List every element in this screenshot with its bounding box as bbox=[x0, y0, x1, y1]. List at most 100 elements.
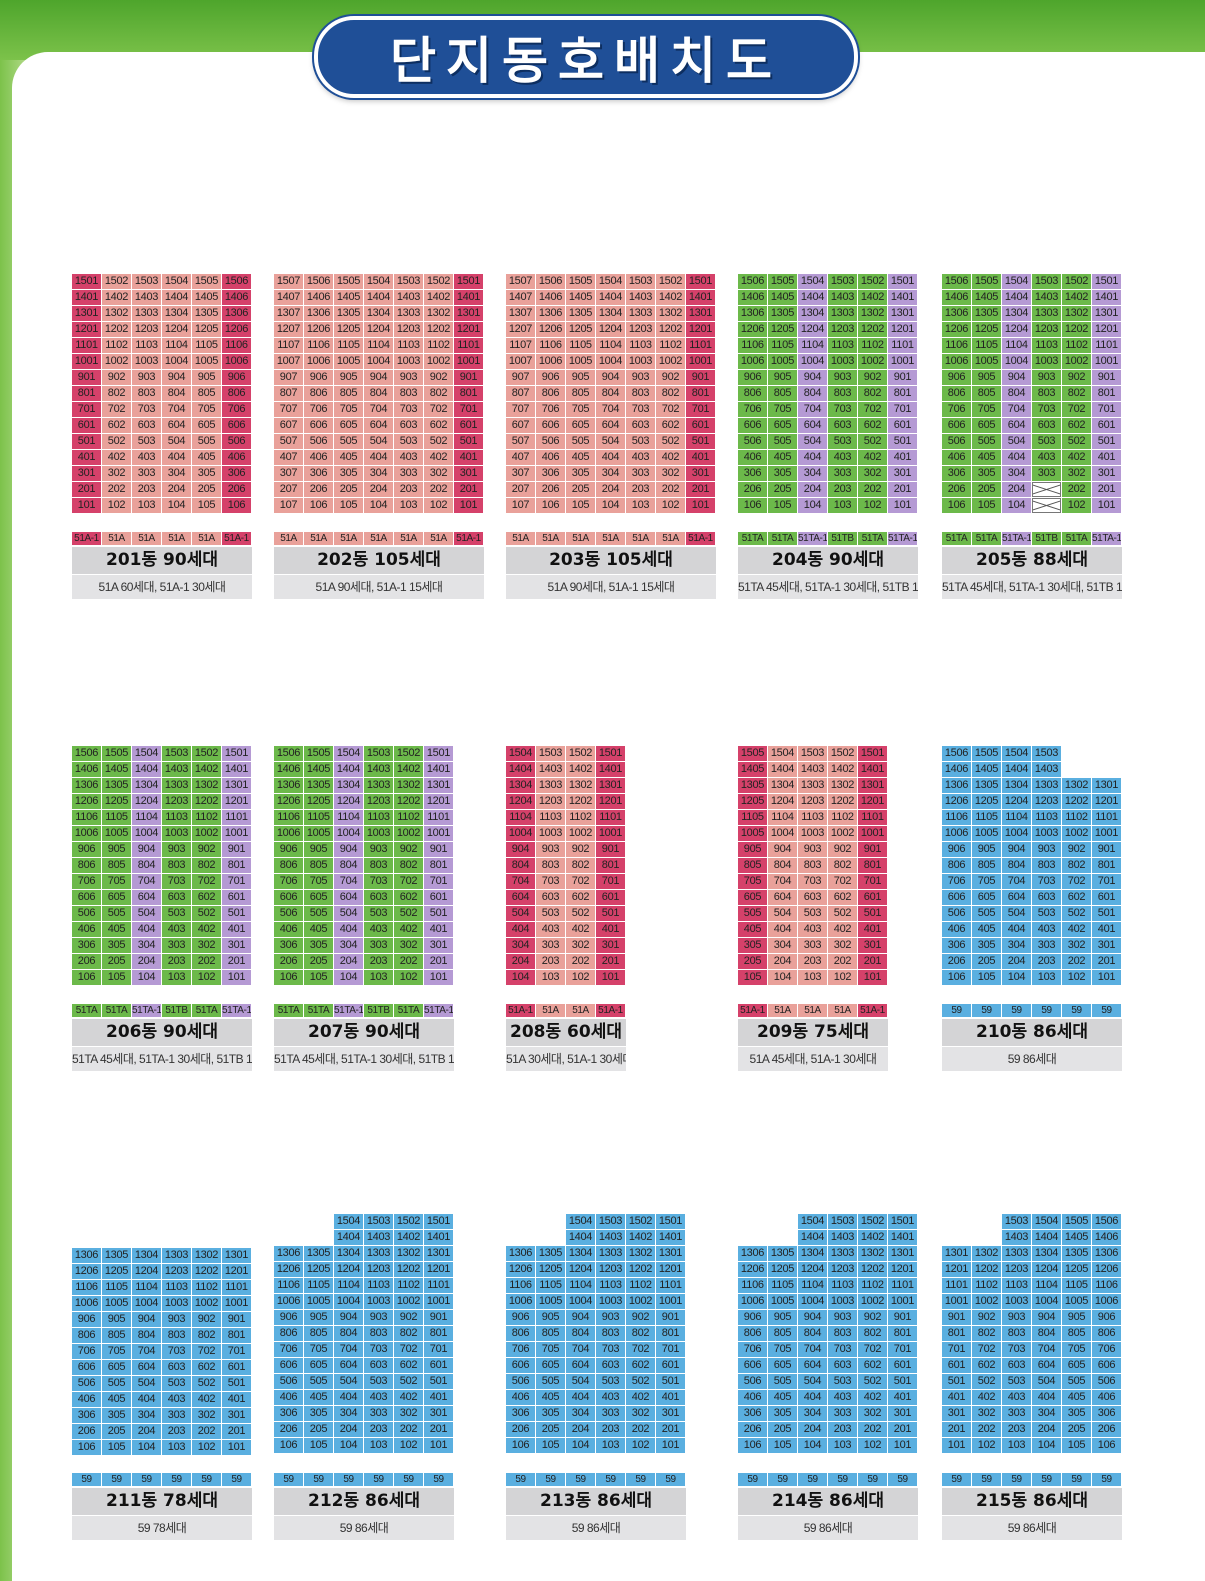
unit-cell: 105 bbox=[1062, 1438, 1091, 1453]
unit-cell: 306 bbox=[304, 466, 333, 481]
unit-cell: 701 bbox=[424, 1342, 453, 1357]
unit-cell: 802 bbox=[626, 1326, 655, 1341]
unit-type-cell: 51A bbox=[566, 1004, 595, 1017]
unit-cell: 806 bbox=[942, 386, 971, 401]
unit-cell: 806 bbox=[738, 386, 767, 401]
unit-cell: 1502 bbox=[858, 1214, 887, 1229]
building-label: 212동 86세대 bbox=[274, 1488, 454, 1515]
unit-cell: 1101 bbox=[1092, 338, 1121, 353]
unit-cell: 1303 bbox=[596, 1246, 625, 1261]
unit-cell: 1106 bbox=[942, 810, 971, 825]
unit-cell: 1205 bbox=[192, 322, 221, 337]
unit-cell: 1504 bbox=[566, 1214, 595, 1229]
unit-cell: 1101 bbox=[424, 810, 453, 825]
unit-type-cell: 51A bbox=[192, 532, 221, 545]
unit-cell: 604 bbox=[162, 418, 191, 433]
unit-cell: 206 bbox=[72, 1424, 101, 1439]
unit-cell: 1104 bbox=[768, 810, 797, 825]
unit-cell: 1301 bbox=[686, 306, 715, 321]
unit-cell: 201 bbox=[888, 482, 917, 497]
unit-type-cell: 59 bbox=[506, 1473, 535, 1486]
unit-cell: 506 bbox=[536, 434, 565, 449]
unit-cell: 305 bbox=[334, 466, 363, 481]
unit-cell: 905 bbox=[334, 370, 363, 385]
unit-cell: 304 bbox=[1002, 938, 1031, 953]
unit-cell: 1104 bbox=[334, 810, 363, 825]
unit-cell: 401 bbox=[656, 1390, 685, 1405]
unit-cell: 1101 bbox=[596, 810, 625, 825]
unit-cell: 305 bbox=[304, 1406, 333, 1421]
unit-cell: 1401 bbox=[454, 290, 483, 305]
unit-cell: 1303 bbox=[798, 778, 827, 793]
unit-cell: 1404 bbox=[1032, 1230, 1061, 1245]
unit-cell: 1003 bbox=[364, 1294, 393, 1309]
unit-cell: 1403 bbox=[364, 1230, 393, 1245]
unit-cell: 206 bbox=[738, 1422, 767, 1437]
unit-cell: 902 bbox=[394, 842, 423, 857]
unit-cell: 606 bbox=[738, 418, 767, 433]
unit-cell: 1402 bbox=[566, 762, 595, 777]
unit-cell: 502 bbox=[424, 434, 453, 449]
unit-cell: 406 bbox=[1092, 1390, 1121, 1405]
unit-cell: 1305 bbox=[334, 306, 363, 321]
unit-cell: 404 bbox=[132, 1392, 161, 1407]
unit-type-row: 51A-1 51A 51A 51A 51A 51A-1 bbox=[72, 532, 251, 545]
unit-cell: 604 bbox=[1032, 1358, 1061, 1373]
unit-type-cell: 59 bbox=[162, 1473, 191, 1486]
unit-cell: 801 bbox=[1092, 386, 1121, 401]
unit-cell: 201 bbox=[72, 482, 101, 497]
unit-cell: 1205 bbox=[738, 794, 767, 809]
unit-cell: 802 bbox=[566, 858, 595, 873]
unit-cell: 602 bbox=[566, 890, 595, 905]
unit-cell: 405 bbox=[102, 922, 131, 937]
unit-cell: 1002 bbox=[424, 354, 453, 369]
unit-cell: 402 bbox=[828, 922, 857, 937]
unit-type-cell: 59 bbox=[942, 1473, 971, 1486]
unit-type-cell: 59 bbox=[1032, 1473, 1061, 1486]
unit-cell: 1305 bbox=[102, 778, 131, 793]
unit-cell: 1206 bbox=[942, 322, 971, 337]
unit-cell: 1205 bbox=[972, 794, 1001, 809]
unit-cell: 601 bbox=[1092, 890, 1121, 905]
unit-cell: 601 bbox=[942, 1358, 971, 1373]
unit-cell: 1204 bbox=[334, 794, 363, 809]
unit-cell: 403 bbox=[132, 450, 161, 465]
unit-cell: 104 bbox=[1032, 1438, 1061, 1453]
unit-cell: 1106 bbox=[1092, 1278, 1121, 1293]
unit-cell: 501 bbox=[596, 906, 625, 921]
unit-cell: 1401 bbox=[1092, 290, 1121, 305]
unit-cell: 706 bbox=[536, 402, 565, 417]
unit-cell: 607 bbox=[506, 418, 535, 433]
unit-cell: 504 bbox=[334, 906, 363, 921]
unit-cell: 906 bbox=[72, 1312, 101, 1327]
unit-cell: 1405 bbox=[304, 762, 333, 777]
unit-cell: 1004 bbox=[566, 1294, 595, 1309]
unit-cell: 505 bbox=[972, 906, 1001, 921]
unit-cell: 902 bbox=[192, 842, 221, 857]
empty-slot bbox=[738, 1214, 767, 1229]
unit-type-cell: 59 bbox=[972, 1473, 1001, 1486]
empty-slot bbox=[506, 1230, 535, 1245]
unit-cell: 1301 bbox=[1092, 778, 1121, 793]
unit-type-cell: 51TA-1 bbox=[222, 1004, 251, 1017]
unit-cell: 604 bbox=[1002, 418, 1031, 433]
unit-cell: 1404 bbox=[132, 762, 161, 777]
unit-cell: 406 bbox=[274, 922, 303, 937]
unit-cell: 307 bbox=[506, 466, 535, 481]
unit-cell: 1006 bbox=[274, 826, 303, 841]
unit-cell: 406 bbox=[738, 450, 767, 465]
unit-cell: 501 bbox=[888, 1374, 917, 1389]
unit-cell: 503 bbox=[364, 906, 393, 921]
unit-cell: 302 bbox=[192, 1408, 221, 1423]
unit-cell: 902 bbox=[566, 842, 595, 857]
unit-cell: 307 bbox=[274, 466, 303, 481]
unit-cell: 1201 bbox=[424, 794, 453, 809]
unit-cell: 1406 bbox=[222, 290, 251, 305]
unit-cell: 103 bbox=[536, 970, 565, 985]
unit-cell: 1301 bbox=[222, 778, 251, 793]
unit-cell: 806 bbox=[72, 858, 101, 873]
unit-cell: 902 bbox=[828, 842, 857, 857]
unit-cell: 202 bbox=[626, 1422, 655, 1437]
unit-cell: 207 bbox=[274, 482, 303, 497]
unit-cell: 1002 bbox=[394, 826, 423, 841]
